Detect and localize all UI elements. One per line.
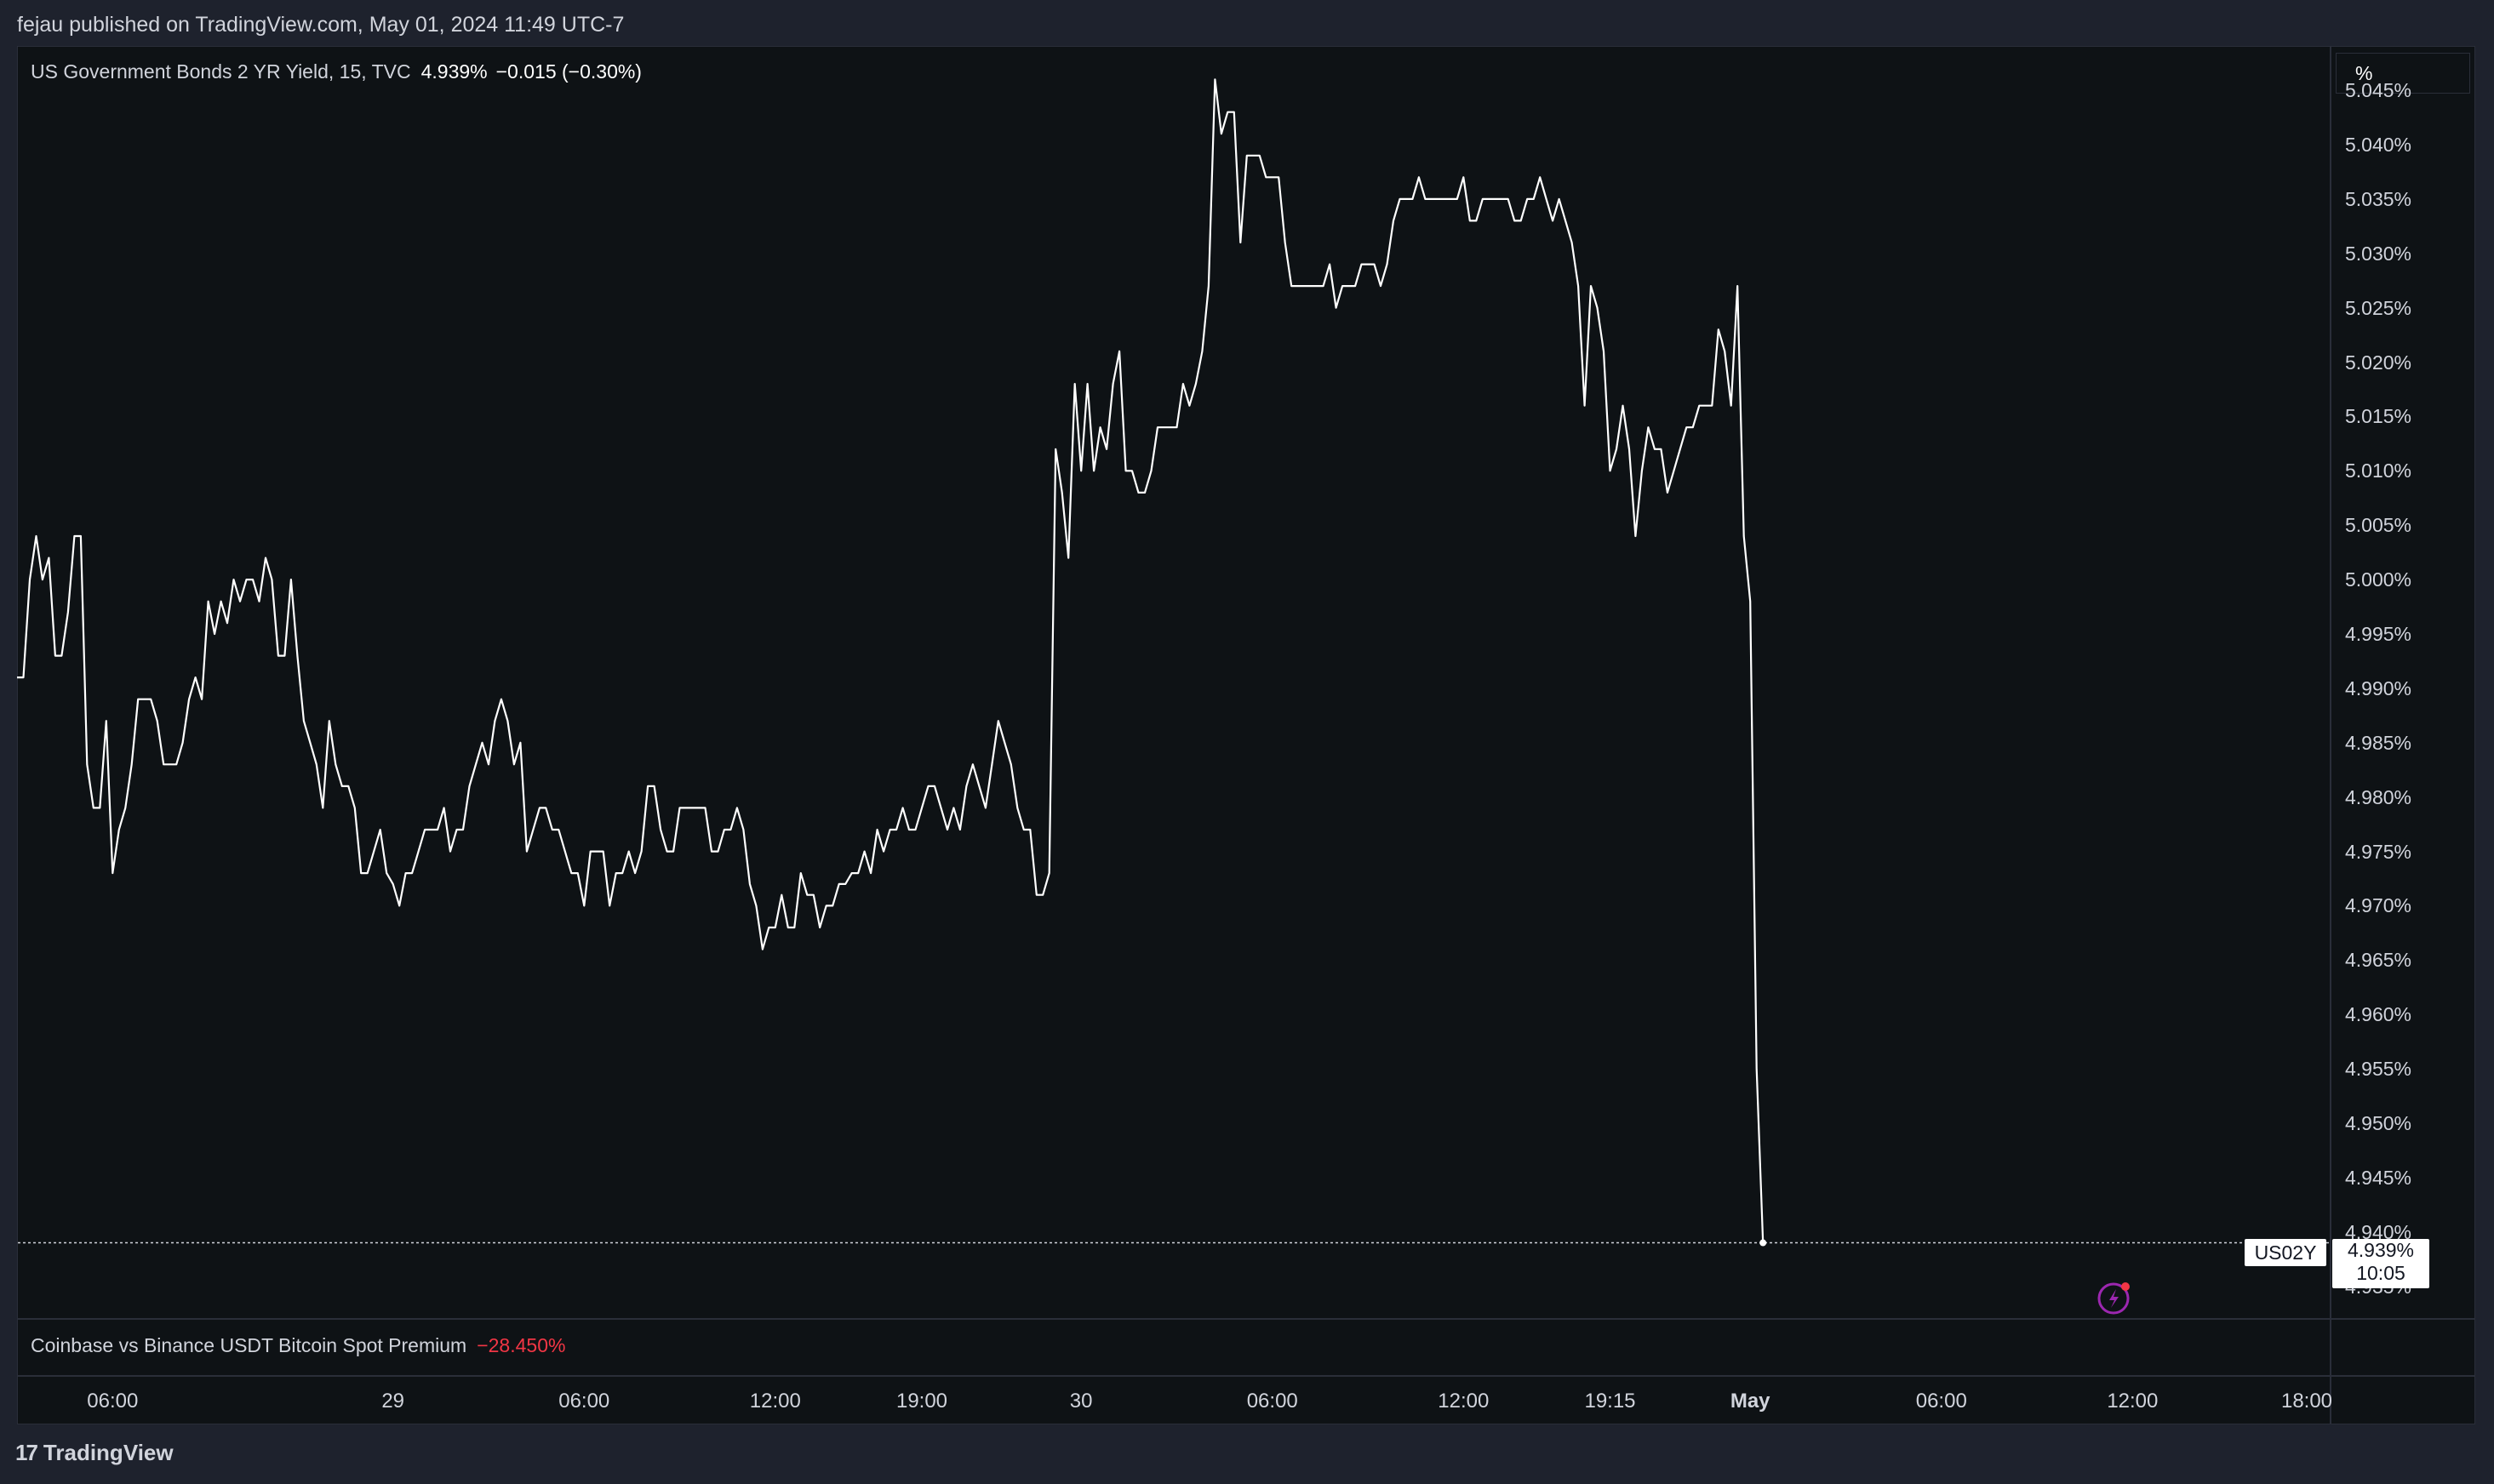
- x-tick-label: 06:00: [1246, 1390, 1298, 1413]
- y-tick-label: 4.995%: [2345, 623, 2412, 645]
- top-bar: fejau published on TradingView.com, May …: [0, 0, 2494, 48]
- y-tick-label: 4.960%: [2345, 1003, 2412, 1026]
- x-tick-label: 12:00: [2107, 1390, 2159, 1413]
- x-tick-label: 06:00: [1915, 1390, 1967, 1413]
- legend-symbol: US Government Bonds 2 YR Yield, 15, TVC: [31, 60, 411, 83]
- last-price-dot: [1759, 1239, 1767, 1247]
- legend-change: −0.015 (−0.30%): [495, 60, 642, 83]
- y-tick-label: 4.985%: [2345, 731, 2412, 754]
- y-tick-label: 4.970%: [2345, 894, 2412, 917]
- y-tick-label: 4.990%: [2345, 676, 2412, 699]
- publish-info: fejau published on TradingView.com, May …: [17, 13, 625, 37]
- last-price-value: 4.939%: [2347, 1239, 2414, 1261]
- y-tick-label: 5.000%: [2345, 568, 2412, 591]
- y-tick-label: 4.950%: [2345, 1112, 2412, 1134]
- x-tick-label: 29: [381, 1390, 405, 1413]
- last-price-tag: 4.939% 10:05: [2332, 1239, 2429, 1288]
- y-tick-label: 5.015%: [2345, 405, 2412, 428]
- y-tick-label: 4.965%: [2345, 949, 2412, 972]
- y-tick-label: 5.040%: [2345, 134, 2412, 156]
- x-tick-label: 19:15: [1584, 1390, 1636, 1413]
- y-tick-label: 4.975%: [2345, 840, 2412, 863]
- x-tick-label: 30: [1069, 1390, 1093, 1413]
- flash-alert-icon[interactable]: [2095, 1276, 2136, 1317]
- yield-series-line: [17, 78, 1765, 1243]
- y-tick-label: 4.980%: [2345, 785, 2412, 808]
- y-tick-label: 5.005%: [2345, 514, 2412, 537]
- x-tick-label: 12:00: [1438, 1390, 1490, 1413]
- chart-frame[interactable]: [17, 46, 2475, 1424]
- y-tick-label: 5.035%: [2345, 187, 2412, 210]
- y-tick-label: 5.025%: [2345, 296, 2412, 319]
- tradingview-logo-icon: 17: [15, 1440, 38, 1465]
- legend-value: 4.939%: [420, 60, 488, 83]
- symbol-tag: US02Y: [2245, 1239, 2326, 1266]
- x-tick-label: 12:00: [749, 1390, 801, 1413]
- y-tick-label: 4.955%: [2345, 1058, 2412, 1081]
- x-tick-label: May: [1730, 1390, 1770, 1413]
- x-tick-label: 06:00: [558, 1390, 610, 1413]
- indicator-legend[interactable]: Coinbase vs Binance USDT Bitcoin Spot Pr…: [31, 1334, 565, 1357]
- y-tick-label: 5.030%: [2345, 242, 2412, 265]
- y-tick-label: 5.010%: [2345, 459, 2412, 482]
- y-tick-label: 5.020%: [2345, 351, 2412, 374]
- x-tick-label: 06:00: [87, 1390, 139, 1413]
- x-tick-label: 19:00: [895, 1390, 948, 1413]
- indicator-name: Coinbase vs Binance USDT Bitcoin Spot Pr…: [31, 1334, 467, 1356]
- unit-selector[interactable]: %: [2336, 53, 2470, 94]
- bar-countdown: 10:05: [2356, 1262, 2405, 1284]
- x-tick-label: 18:00: [2280, 1390, 2333, 1413]
- chart-legend[interactable]: US Government Bonds 2 YR Yield, 15, TVC 4…: [31, 60, 642, 83]
- indicator-value: −28.450%: [477, 1334, 566, 1356]
- y-tick-label: 4.945%: [2345, 1166, 2412, 1189]
- brand-name: TradingView: [43, 1440, 174, 1465]
- footer-brand[interactable]: 17 TradingView: [15, 1440, 174, 1466]
- y-tick-label: 5.045%: [2345, 79, 2412, 102]
